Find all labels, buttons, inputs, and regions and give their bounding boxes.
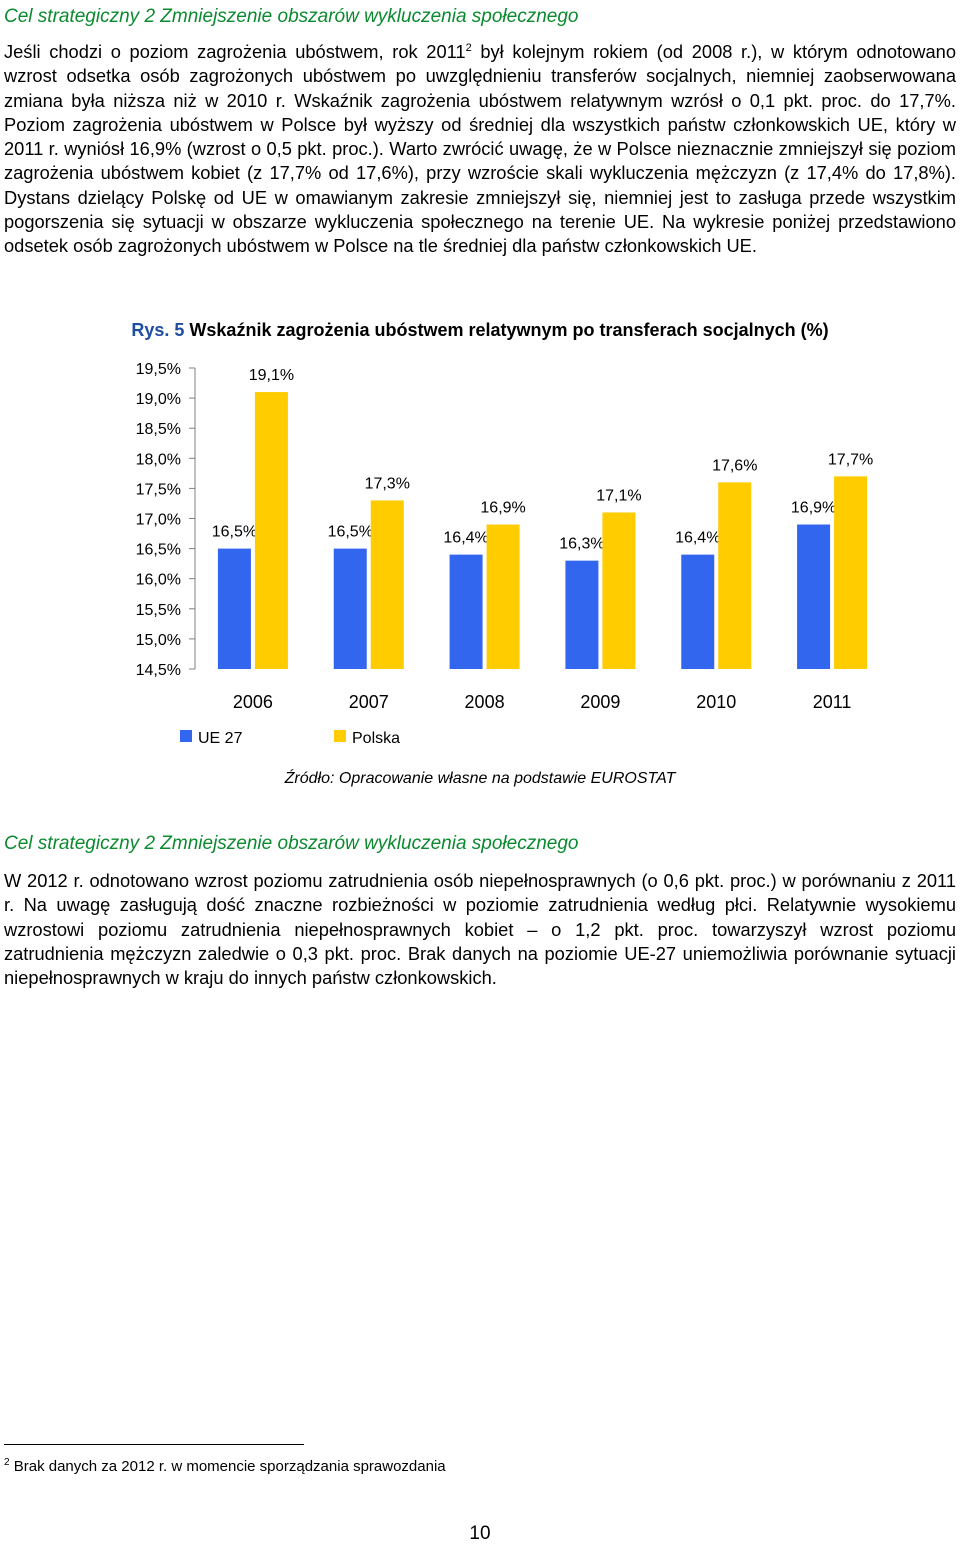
x-axis: 2006 2007 2008 2009 2010 2011 [233,692,852,712]
section-heading: Cel strategiczny 2 Zmniejszenie obszarów… [4,6,579,27]
bar-polska-2007 [370,500,404,669]
data-label: 16,9% [480,500,525,517]
y-tick-label: 18,5% [136,421,181,438]
bar-ue27-2009 [565,560,599,669]
paragraph-text-start: Jeśli chodzi o poziom zagrożenia ubóstwe… [4,41,466,62]
x-tick-label: 2010 [696,692,736,712]
data-label: 16,4% [443,530,488,547]
bar-polska-2006 [254,392,288,669]
paragraph-text-rest: był kolejnym rokiem (od 2008 r.), w któr… [4,41,956,257]
data-label: 16,5% [212,524,257,541]
legend-swatch [334,730,346,742]
body-paragraph-2: W 2012 r. odnotowano wzrost poziomu zatr… [4,870,956,989]
bar-ue27-2007 [333,548,367,669]
bar-ue27-2006 [217,548,251,669]
legend: UE 27 Polska [180,730,400,747]
y-tick-label: 19,0% [136,391,181,408]
bar-ue27-2008 [449,554,483,669]
figure-source: Źródło: Opracowanie własne na podstawie … [284,770,676,787]
data-label: 17,1% [596,487,641,504]
bars: 16,5% 19,1% 16,5% 17,3% 16,4% 16,9% 16,3% 17,1%… [212,367,873,669]
x-tick-label: 2009 [580,692,620,712]
y-tick-label: 14,5% [136,662,181,679]
figure-caption: Rys. 5 Wskaźnik zagrożenia ubóstwem rela… [0,320,960,341]
data-label: 16,9% [791,500,836,517]
figure-caption-text: Wskaźnik zagrożenia ubóstwem relatywnym … [184,320,829,340]
y-tick-label: 15,0% [136,632,181,649]
footnote-marker: 2 [4,1457,10,1468]
legend-swatch [180,730,192,742]
bar-ue27-2011 [797,524,831,669]
data-label: 16,5% [328,524,373,541]
y-tick-label: 15,5% [136,602,181,619]
x-tick-label: 2006 [233,692,273,712]
body-paragraph: Jeśli chodzi o poziom zagrożenia ubóstwe… [4,40,956,259]
x-tick-label: 2008 [465,692,505,712]
footnote-reference[interactable]: 2 [465,41,472,54]
bar-polska-2008 [486,524,520,669]
data-label: 17,6% [712,457,757,474]
bar-ue27-2010 [681,554,715,669]
x-tick-label: 2007 [349,692,389,712]
y-tick-label: 16,5% [136,542,181,559]
y-tick-label: 16,0% [136,572,181,589]
bar-chart: 14,5% 15,0% 15,5% 16,0% 16,5% 17,0% 17,5% 18,0%… [136,361,874,747]
footnote-text: Brak danych za 2012 r. w momencie sporzą… [9,1458,446,1475]
y-tick-label: 18,0% [136,451,181,468]
legend-label: Polska [352,730,400,747]
y-tick-label: 17,5% [136,481,181,498]
figure-caption-label: Rys. 5 [131,320,185,340]
bar-polska-2009 [602,512,636,669]
data-label: 17,3% [365,475,410,492]
footnote: 2 Brak danych za 2012 r. w momencie spor… [4,1457,446,1475]
page-number: 10 [469,1523,491,1544]
legend-label: UE 27 [198,730,243,747]
section-heading-2: Cel strategiczny 2 Zmniejszenie obszarów… [4,833,579,854]
y-tick-label: 19,5% [136,361,181,378]
data-label: 16,4% [675,530,720,547]
y-tick-label: 17,0% [136,512,181,529]
data-label: 17,7% [828,451,873,468]
y-axis: 14,5% 15,0% 15,5% 16,0% 16,5% 17,0% 17,5% 18,0%… [136,361,196,679]
bar-polska-2011 [834,476,868,669]
data-label: 19,1% [249,367,294,384]
data-label: 16,3% [559,536,604,553]
bar-polska-2010 [718,482,752,669]
x-tick-label: 2011 [813,692,852,712]
footnote-divider [4,1444,304,1445]
